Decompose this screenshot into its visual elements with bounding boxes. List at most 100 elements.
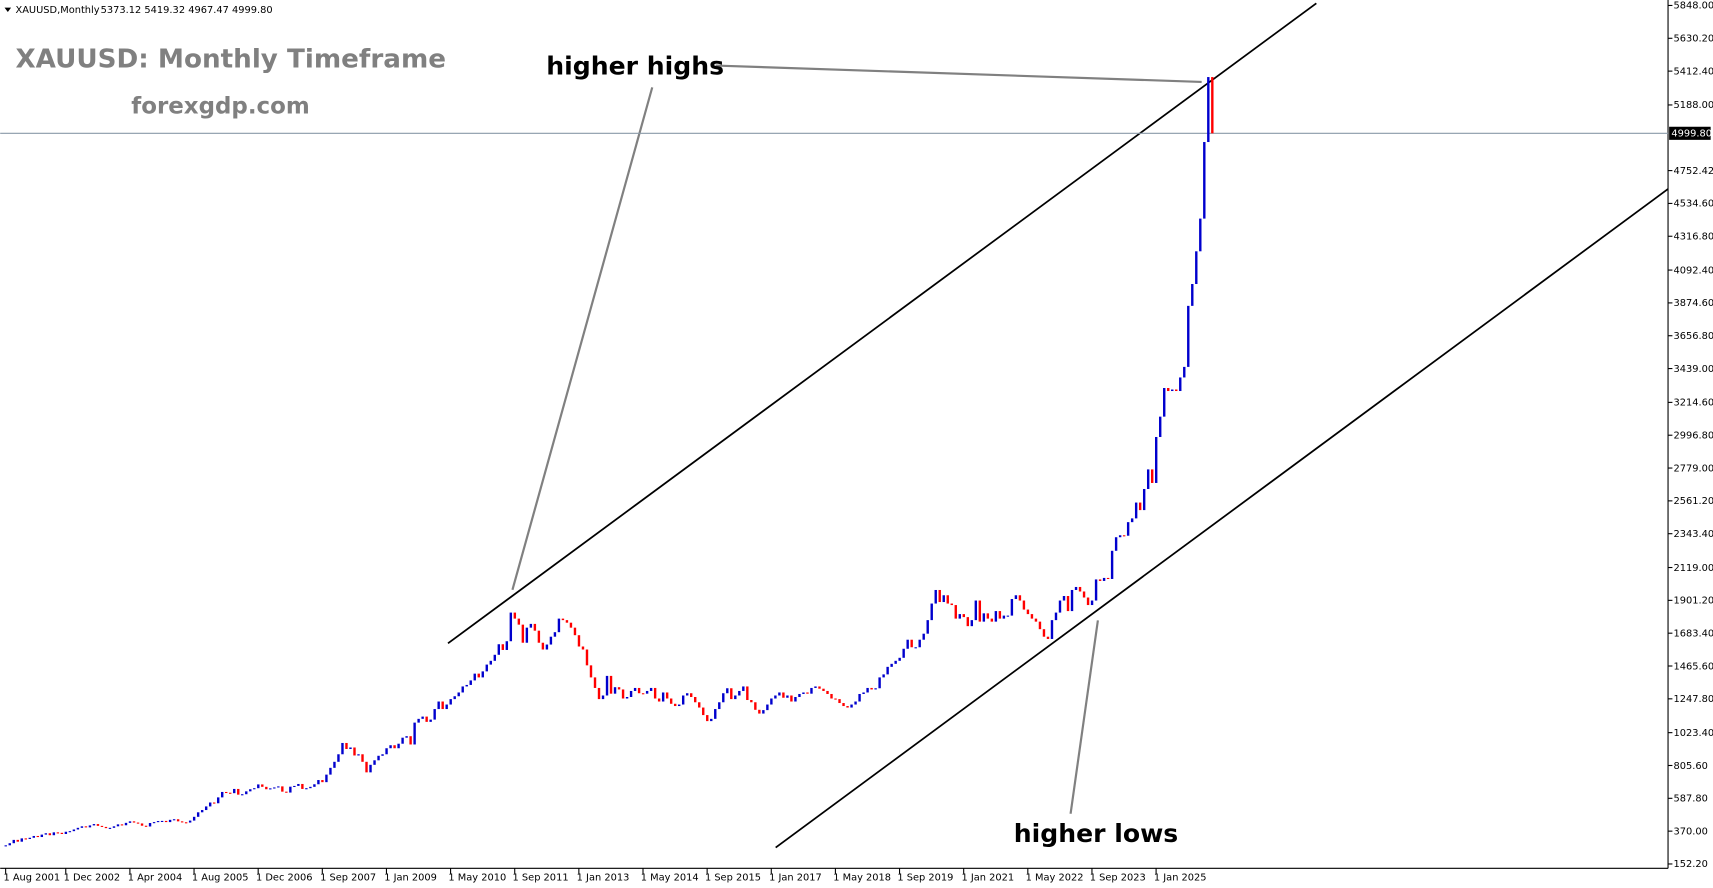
- candle: [1046, 636, 1050, 639]
- candle: [926, 620, 929, 634]
- candle: [758, 709, 761, 714]
- candle: [501, 644, 505, 650]
- candle: [168, 819, 172, 823]
- upper-channel-line: [447, 2, 1317, 645]
- candle: [734, 695, 737, 700]
- header-ohlc: 5373.12 5419.32 4967.47 4999.80: [101, 5, 273, 16]
- candle: [998, 611, 1002, 619]
- candle: [152, 822, 156, 824]
- candle: [894, 660, 897, 664]
- candle: [826, 690, 829, 694]
- candle: [906, 639, 909, 649]
- candle: [990, 618, 994, 622]
- current-price-label: 4999.80: [1671, 129, 1712, 140]
- pointer-line: [511, 87, 654, 591]
- candle: [72, 829, 76, 832]
- x-tick-label: 1 May 2014: [641, 872, 699, 883]
- candle: [329, 767, 332, 775]
- candle: [377, 755, 380, 761]
- candle: [229, 792, 232, 794]
- candle: [188, 820, 192, 823]
- candle: [1062, 596, 1066, 601]
- y-tick-label: 1901.20: [1674, 596, 1713, 607]
- candle: [445, 704, 448, 710]
- candle: [1207, 77, 1210, 143]
- candle: [750, 700, 753, 703]
- candle: [461, 686, 464, 693]
- candle: [609, 675, 613, 694]
- candle: [200, 810, 204, 813]
- candle: [910, 639, 913, 648]
- y-tick-label: 4534.60: [1674, 199, 1713, 210]
- x-tick-label: 1 Sep 2015: [705, 872, 761, 883]
- y-tick-label: 152.20: [1674, 859, 1708, 870]
- candle: [1187, 305, 1190, 367]
- candle: [774, 695, 777, 699]
- candle: [12, 839, 15, 844]
- candle: [585, 649, 589, 666]
- candle: [321, 780, 324, 783]
- candle: [369, 764, 372, 773]
- candle: [325, 774, 328, 783]
- candle: [285, 791, 288, 793]
- candle: [1138, 502, 1142, 511]
- y-tick-label: 1683.40: [1674, 628, 1713, 639]
- candle: [1078, 586, 1082, 592]
- candle: [1191, 284, 1194, 306]
- candle: [1038, 621, 1042, 630]
- candle: [349, 747, 352, 749]
- y-tick-label: 1247.80: [1674, 694, 1713, 705]
- candle: [337, 754, 340, 762]
- candle: [441, 701, 444, 710]
- candle: [1030, 614, 1034, 619]
- candle: [225, 791, 228, 794]
- candle: [762, 710, 765, 714]
- candle: [778, 692, 781, 696]
- candle: [746, 686, 749, 701]
- x-tick-label: 1 Aug 2001: [3, 872, 60, 883]
- candle: [1171, 389, 1174, 392]
- candle: [289, 786, 292, 793]
- candle: [629, 690, 633, 697]
- candle: [722, 693, 725, 703]
- candle: [1094, 579, 1098, 601]
- candle: [621, 689, 625, 699]
- candle: [1134, 502, 1138, 519]
- candle: [208, 802, 212, 807]
- candle: [802, 692, 805, 694]
- candle: [16, 839, 19, 842]
- candle: [786, 695, 789, 698]
- candle: [341, 742, 344, 755]
- candle: [710, 718, 713, 722]
- candle: [1074, 586, 1078, 590]
- candle: [365, 761, 368, 773]
- y-tick-label: 1023.40: [1674, 728, 1713, 739]
- candle: [798, 693, 801, 697]
- candle: [164, 820, 168, 823]
- candle: [698, 702, 701, 708]
- candle: [882, 674, 885, 678]
- y-tick-label: 5848.00: [1674, 1, 1713, 12]
- candle: [966, 617, 970, 627]
- candle: [1026, 609, 1030, 615]
- candle: [88, 825, 92, 828]
- candle: [1146, 469, 1150, 489]
- candle: [986, 613, 990, 619]
- x-tick-label: 1 Sep 2011: [513, 872, 569, 883]
- candle: [485, 664, 488, 672]
- candle: [421, 716, 424, 719]
- candle: [818, 686, 821, 689]
- candle: [128, 821, 132, 823]
- candle: [677, 704, 681, 707]
- candle: [317, 780, 320, 785]
- candle: [172, 819, 176, 821]
- candle: [124, 822, 128, 826]
- candle: [453, 696, 456, 700]
- candle: [212, 802, 216, 804]
- candle: [132, 821, 136, 823]
- candle: [373, 760, 376, 765]
- candle: [196, 812, 200, 817]
- candle: [1167, 388, 1170, 392]
- candle: [92, 824, 96, 826]
